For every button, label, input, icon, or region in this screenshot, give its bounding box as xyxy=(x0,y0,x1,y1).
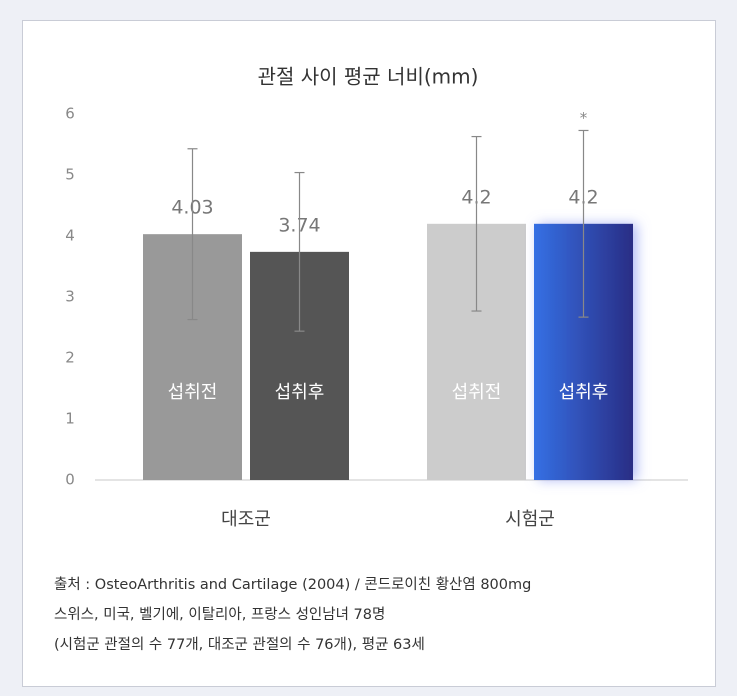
bar-label: 섭취전 xyxy=(168,382,218,403)
bar-label: 섭취전 xyxy=(452,382,502,403)
x-tick-label: 대조군 xyxy=(221,509,271,530)
error-bar xyxy=(471,135,482,312)
y-tick-label: 4 xyxy=(65,227,75,245)
footnote: (시험군 관절의 수 77개, 대조군 관절의 수 76개), 평균 63세 xyxy=(54,637,425,653)
bar-label: 섭취후 xyxy=(559,382,609,403)
error-bar xyxy=(578,129,589,318)
y-tick-label: 2 xyxy=(65,349,75,367)
y-tick-label: 0 xyxy=(65,471,75,489)
footnote: 출처 : OsteoArthritis and Cartilage (2004)… xyxy=(54,577,532,593)
y-tick-label: 1 xyxy=(65,410,75,428)
bar-label: 섭취후 xyxy=(275,382,325,403)
annotation: * xyxy=(580,109,588,127)
chart-title: 관절 사이 평균 너비(mm) xyxy=(258,65,479,89)
y-tick-label: 3 xyxy=(65,288,75,306)
y-tick-label: 6 xyxy=(65,105,75,123)
footnotes: 출처 : OsteoArthritis and Cartilage (2004)… xyxy=(54,570,531,660)
error-bar xyxy=(187,148,198,321)
error-bar xyxy=(294,171,305,332)
x-tick-label: 시험군 xyxy=(505,509,555,530)
y-tick-label: 5 xyxy=(65,166,75,184)
footnote: 스위스, 미국, 벨기에, 이탈리아, 프랑스 성인남녀 78명 xyxy=(54,607,386,623)
